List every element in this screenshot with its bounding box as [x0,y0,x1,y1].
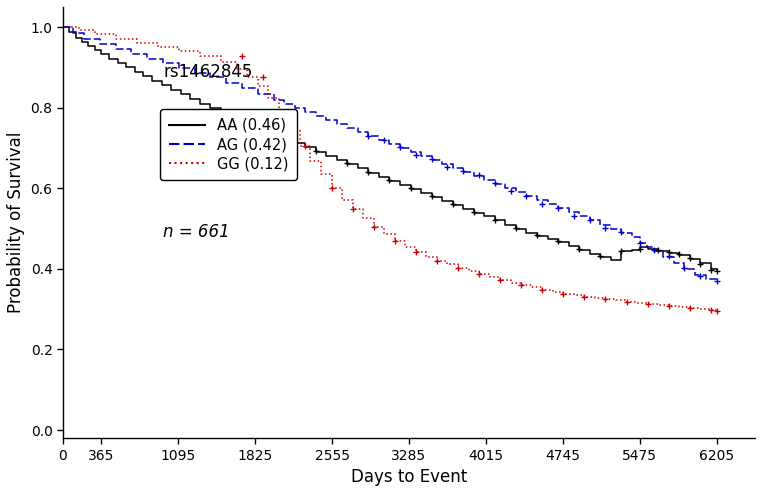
Legend: AA (0.46), AG (0.42), GG (0.12): AA (0.46), AG (0.42), GG (0.12) [160,109,297,180]
Text: n = 661: n = 661 [163,222,230,241]
X-axis label: Days to Event: Days to Event [351,468,467,486]
Text: rs1462845: rs1462845 [163,63,253,81]
Y-axis label: Probability of Survival: Probability of Survival [7,132,25,313]
